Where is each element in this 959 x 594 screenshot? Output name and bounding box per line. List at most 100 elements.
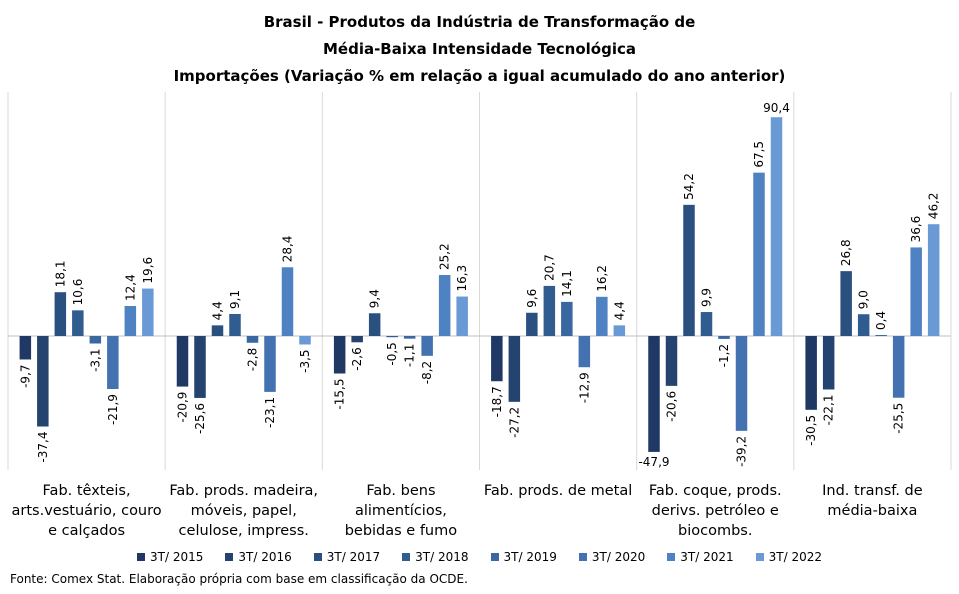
bar-8-4 — [613, 325, 626, 336]
data-label: 16,3 — [455, 265, 469, 292]
data-label: -23,1 — [263, 397, 277, 428]
bar-8-1 — [142, 288, 154, 336]
data-label: 4,4 — [612, 301, 626, 320]
legend-item-7: 3T/ 2021 — [667, 550, 734, 564]
bar-6-1 — [107, 336, 119, 389]
bar-1-6 — [805, 336, 817, 410]
bar-3-2 — [211, 325, 224, 336]
bar-1-5 — [648, 336, 660, 452]
bar-5-6 — [875, 335, 887, 336]
data-label: -1,2 — [717, 344, 731, 367]
category-label-5: Fab. coque, prods. derivs. petróleo e bi… — [648, 483, 782, 539]
data-label: 9,1 — [228, 290, 242, 309]
legend-swatch — [225, 553, 234, 561]
data-label: 19,6 — [141, 257, 155, 284]
data-label: -2,8 — [246, 348, 260, 371]
legend-swatch — [490, 553, 499, 561]
bar-3-3 — [368, 313, 381, 336]
category-label-1: Fab. têxteis, arts.vestuário, couro e ca… — [11, 483, 162, 539]
data-label: -12,9 — [577, 372, 591, 403]
chart-title-line-2: Média-Baixa Intensidade Tecnológica — [322, 40, 636, 58]
data-label: 9,9 — [700, 288, 714, 307]
bar-5-2 — [246, 336, 259, 343]
data-label: -3,1 — [88, 349, 102, 372]
legend-label: 3T/ 2015 — [150, 550, 204, 564]
data-label: 12,4 — [123, 274, 137, 301]
data-label: -15,5 — [333, 379, 347, 410]
bar-6-5 — [735, 336, 748, 431]
bar-7-1 — [124, 305, 137, 336]
data-label: 28,4 — [281, 236, 295, 263]
data-label: -47,9 — [638, 455, 669, 469]
bar-3-5 — [683, 204, 695, 336]
category-label-2: Fab. prods. madeira, móveis, papel, celu… — [169, 483, 319, 539]
bar-1-3 — [333, 336, 346, 374]
bar-4-4 — [543, 285, 556, 336]
bar-2-5 — [665, 336, 678, 386]
data-label: -39,2 — [735, 436, 749, 467]
bar-6-6 — [892, 336, 905, 398]
bar-7-3 — [438, 275, 451, 336]
bar-8-2 — [299, 336, 311, 345]
bar-2-6 — [822, 336, 835, 390]
data-label: 20,7 — [542, 254, 556, 281]
category-label-4: Fab. prods. de metal — [483, 483, 633, 499]
bar-8-3 — [456, 296, 468, 336]
bar-2-1 — [37, 336, 49, 427]
data-label: 46,2 — [927, 192, 941, 219]
chart-title-line-3: Importações (Variação % em relação a igu… — [173, 67, 786, 85]
legend-label: 3T/ 2017 — [326, 550, 381, 564]
legend-label: 3T/ 2019 — [503, 550, 557, 564]
data-label: 16,2 — [595, 265, 609, 292]
legend-swatch — [402, 553, 411, 561]
legend-item-8: 3T/ 2022 — [755, 550, 822, 564]
data-label: 0,4 — [874, 311, 888, 330]
legend-item-5: 3T/ 2019 — [490, 550, 557, 564]
data-label: 67,5 — [752, 141, 766, 168]
bar-7-6 — [910, 247, 922, 336]
bar-7-5 — [753, 172, 765, 336]
data-label: 9,6 — [525, 289, 539, 308]
bar-1-2 — [176, 336, 189, 387]
data-label: -2,6 — [350, 347, 364, 370]
category-label-3: Fab. bens alimentícios, bebidas e fumo — [344, 483, 458, 539]
bar-6-2 — [264, 336, 276, 392]
legend-label: 3T/ 2018 — [415, 550, 469, 564]
bar-5-4 — [561, 301, 573, 336]
bar-1-1 — [19, 336, 32, 360]
data-label: 10,6 — [71, 279, 85, 306]
legend-item-3: 3T/ 2017 — [313, 550, 381, 564]
legend-swatch — [313, 553, 322, 561]
bar-8-5 — [770, 117, 783, 337]
data-label: -18,7 — [490, 386, 504, 417]
legend-swatch — [137, 553, 145, 561]
legend-label: 3T/ 2020 — [591, 550, 646, 564]
bar-5-3 — [403, 336, 416, 339]
bar-2-4 — [508, 336, 521, 402]
data-label: 4,4 — [211, 301, 225, 320]
bar-4-2 — [229, 313, 241, 336]
legend-label: 3T/ 2022 — [768, 550, 822, 564]
data-label: 14,1 — [560, 270, 574, 297]
data-label: 18,1 — [53, 260, 67, 287]
data-label: -0,5 — [385, 342, 399, 365]
data-label: -27,2 — [507, 407, 521, 438]
bar-4-1 — [72, 310, 84, 336]
bar-7-2 — [281, 267, 294, 336]
data-label: 36,6 — [909, 216, 923, 243]
bar-5-1 — [89, 336, 102, 344]
bar-2-2 — [194, 336, 206, 398]
bar-4-6 — [857, 314, 870, 336]
bar-3-6 — [840, 271, 852, 336]
data-label: -37,4 — [36, 432, 50, 463]
bar-1-4 — [491, 336, 503, 382]
data-label: 26,8 — [839, 239, 853, 266]
data-label: -25,5 — [892, 403, 906, 434]
data-label: 54,2 — [682, 173, 696, 200]
bar-2-3 — [351, 336, 363, 343]
legend-item-6: 3T/ 2020 — [578, 550, 646, 564]
data-label: -3,5 — [298, 349, 312, 372]
legend-label: 3T/ 2016 — [238, 550, 292, 564]
data-label: -8,2 — [420, 361, 434, 384]
legend-swatch — [578, 553, 587, 561]
